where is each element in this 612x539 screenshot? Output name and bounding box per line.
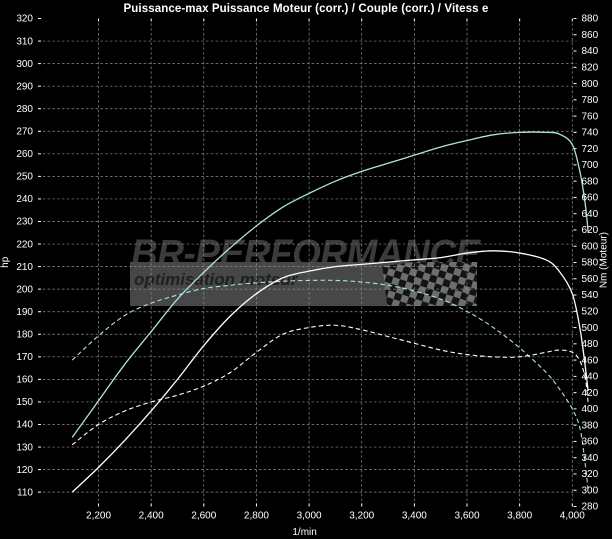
svg-text:hp: hp (0, 256, 11, 268)
svg-text:800: 800 (582, 79, 599, 90)
svg-text:4,000: 4,000 (560, 511, 585, 522)
svg-text:760: 760 (582, 111, 599, 122)
svg-text:200: 200 (16, 284, 33, 295)
svg-text:660: 660 (582, 193, 599, 204)
svg-text:2,800: 2,800 (244, 511, 269, 522)
svg-text:300: 300 (582, 485, 599, 496)
svg-text:2,400: 2,400 (139, 511, 164, 522)
svg-text:3,200: 3,200 (349, 511, 374, 522)
svg-text:300: 300 (16, 59, 33, 70)
svg-text:860: 860 (582, 30, 599, 41)
svg-text:130: 130 (16, 442, 33, 453)
svg-text:180: 180 (16, 329, 33, 340)
svg-text:270: 270 (16, 126, 33, 137)
svg-text:580: 580 (582, 258, 599, 269)
svg-text:230: 230 (16, 217, 33, 228)
svg-text:380: 380 (582, 420, 599, 431)
svg-text:880: 880 (582, 14, 599, 25)
svg-text:680: 680 (582, 176, 599, 187)
svg-text:220: 220 (16, 239, 33, 250)
svg-text:320: 320 (16, 14, 33, 25)
svg-text:400: 400 (582, 404, 599, 415)
svg-text:600: 600 (582, 241, 599, 252)
svg-text:820: 820 (582, 63, 599, 74)
svg-text:520: 520 (582, 307, 599, 318)
svg-text:150: 150 (16, 397, 33, 408)
svg-text:Nm (Moteur): Nm (Moteur) (599, 232, 610, 288)
svg-text:110: 110 (17, 487, 33, 498)
svg-text:320: 320 (582, 469, 599, 480)
svg-text:250: 250 (16, 172, 33, 183)
svg-text:290: 290 (16, 81, 33, 92)
svg-text:460: 460 (582, 355, 599, 366)
svg-text:340: 340 (582, 453, 599, 464)
svg-text:3,800: 3,800 (507, 511, 532, 522)
svg-text:440: 440 (582, 372, 599, 383)
svg-text:3,400: 3,400 (402, 511, 427, 522)
svg-text:2,600: 2,600 (191, 511, 216, 522)
svg-text:560: 560 (582, 274, 599, 285)
svg-text:840: 840 (582, 46, 599, 57)
svg-text:190: 190 (16, 307, 33, 318)
svg-text:700: 700 (582, 160, 599, 171)
svg-text:3,600: 3,600 (454, 511, 479, 522)
svg-text:720: 720 (582, 144, 599, 155)
svg-text:620: 620 (582, 225, 599, 236)
svg-text:1/min: 1/min (292, 527, 316, 538)
svg-text:140: 140 (16, 420, 33, 431)
svg-text:280: 280 (16, 104, 33, 115)
svg-text:540: 540 (582, 290, 599, 301)
svg-text:360: 360 (582, 437, 599, 448)
svg-text:260: 260 (16, 149, 33, 160)
svg-text:640: 640 (582, 209, 599, 220)
svg-text:500: 500 (582, 323, 599, 334)
svg-text:740: 740 (582, 128, 599, 139)
svg-text:240: 240 (16, 194, 33, 205)
svg-text:170: 170 (16, 352, 33, 363)
svg-text:780: 780 (582, 95, 599, 106)
svg-text:310: 310 (16, 36, 33, 47)
svg-text:210: 210 (16, 262, 33, 273)
svg-text:480: 480 (582, 339, 599, 350)
svg-text:420: 420 (582, 388, 599, 399)
svg-text:120: 120 (16, 465, 33, 476)
svg-text:2,200: 2,200 (86, 511, 111, 522)
svg-text:160: 160 (16, 375, 33, 386)
svg-text:3,000: 3,000 (297, 511, 322, 522)
